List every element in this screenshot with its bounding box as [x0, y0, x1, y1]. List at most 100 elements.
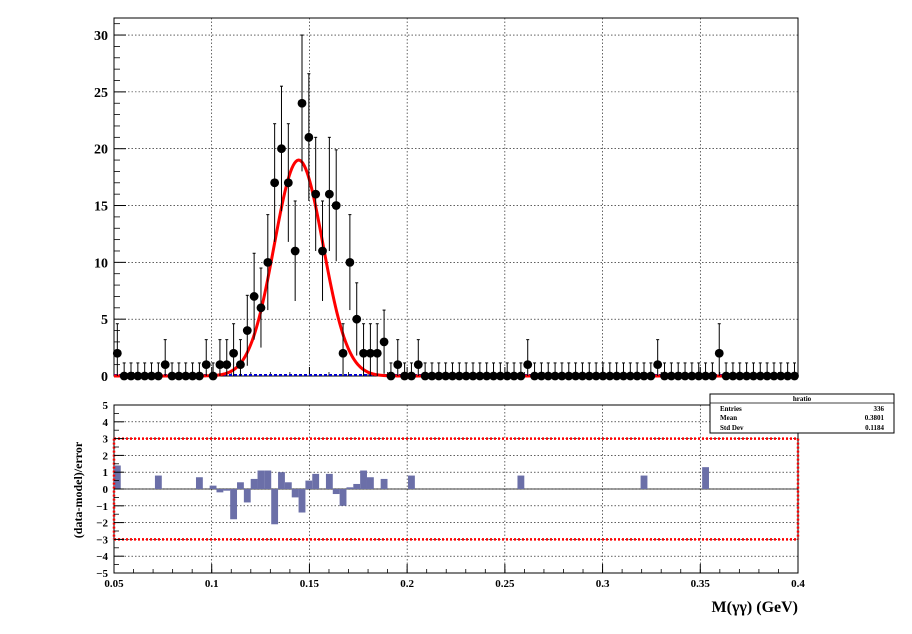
data-point — [619, 371, 628, 381]
stats-title: hratio — [793, 395, 812, 403]
data-point — [140, 371, 150, 381]
y-tick-label: −2 — [96, 518, 108, 530]
y-tick-label: 20 — [94, 143, 108, 158]
data-point — [338, 348, 348, 358]
residual-bar — [517, 475, 525, 489]
data-point — [359, 348, 368, 358]
fit-gridlines — [114, 18, 798, 376]
residual-axes: 0.05 0.1 0.15 0.2 0.25 0.3 0.35 0.4 5 4 3 2 1 0 −1 −2 −3… — [96, 400, 805, 590]
data-point — [174, 371, 184, 381]
residual-bar — [291, 489, 299, 498]
data-point — [557, 371, 567, 381]
data-point — [632, 371, 642, 381]
data-point — [242, 326, 252, 335]
data-point — [434, 371, 444, 381]
y-tick-label: −3 — [96, 534, 108, 546]
data-point — [283, 178, 293, 188]
x-tick-label: 0.1 — [205, 578, 219, 590]
data-point — [407, 371, 416, 381]
residual-bar — [312, 473, 320, 489]
data-point — [345, 257, 355, 267]
data-point — [119, 371, 129, 381]
data-point — [728, 371, 738, 381]
data-point — [591, 371, 601, 381]
data-point — [331, 201, 341, 210]
residual-bar — [640, 475, 648, 489]
y-tick-label: −1 — [96, 501, 108, 513]
data-point — [625, 371, 635, 381]
data-point — [694, 371, 704, 381]
y-tick-label: 1 — [103, 467, 109, 479]
y-axis-title: (data-model)/error — [71, 441, 85, 538]
data-point — [311, 189, 321, 199]
data-point — [680, 371, 690, 381]
data-point — [222, 360, 232, 370]
residual-bar — [353, 483, 361, 489]
data-point — [297, 98, 307, 108]
data-point — [468, 371, 478, 381]
residual-bars — [113, 465, 709, 525]
data-point — [386, 371, 396, 381]
data-point — [147, 371, 156, 381]
residual-bar — [271, 489, 279, 525]
data-point — [441, 371, 451, 381]
data-point — [256, 303, 266, 313]
residual-bar — [284, 482, 292, 489]
data-point — [366, 348, 375, 358]
y-tick-label: 5 — [103, 400, 109, 412]
data-point — [742, 371, 752, 381]
stats-frame — [709, 393, 895, 434]
data-point — [420, 371, 430, 381]
data-point — [160, 360, 170, 370]
data-point — [735, 371, 745, 381]
y-tick-label: 4 — [103, 417, 109, 429]
data-point — [461, 371, 471, 381]
data-point — [605, 371, 615, 381]
data-point — [482, 371, 492, 381]
data-point — [413, 360, 423, 370]
residual-bar — [325, 473, 333, 489]
y-tick-label: 15 — [94, 200, 108, 215]
residual-bar — [702, 467, 709, 489]
data-point — [167, 371, 177, 381]
stats-entries-value: 336 — [874, 405, 885, 413]
residual-bar — [195, 477, 203, 489]
data-point — [550, 371, 560, 381]
data-point — [229, 348, 239, 358]
data-point — [126, 371, 136, 381]
data-point — [509, 371, 519, 381]
data-point — [516, 371, 526, 381]
y-tick-label: −4 — [96, 551, 108, 563]
data-point — [270, 178, 280, 188]
data-point — [352, 314, 362, 324]
residual-bar — [305, 480, 313, 489]
data-point — [290, 246, 300, 256]
y-tick-label: 25 — [94, 86, 108, 101]
x-axis-title: M(γγ) (GeV) — [712, 599, 798, 616]
data-point — [673, 371, 683, 381]
residual-bar — [257, 470, 265, 489]
data-point — [454, 371, 464, 381]
data-point — [324, 189, 334, 199]
residual-bar — [408, 475, 415, 489]
residual-bar — [230, 489, 238, 520]
data-point — [188, 371, 197, 381]
data-points — [112, 34, 799, 381]
y-tick-label: −5 — [96, 568, 108, 580]
data-point — [475, 371, 485, 381]
residual-bar — [360, 470, 367, 489]
data-point — [379, 337, 389, 347]
data-point — [153, 371, 163, 381]
data-point — [201, 360, 211, 370]
residual-bar — [346, 487, 354, 489]
residual-bar — [113, 465, 121, 489]
fit-panel: 0 5 10 15 20 25 30 — [94, 17, 799, 385]
data-point — [762, 371, 772, 381]
data-point — [277, 144, 286, 154]
residual-panel: 0.05 0.1 0.15 0.2 0.25 0.3 0.35 0.4 5 4 3 2 1 0 −1 −2 −3… — [71, 393, 895, 616]
data-point — [208, 371, 218, 381]
stats-mean-label: Mean — [720, 414, 737, 422]
y-tick-label: 5 — [101, 313, 108, 328]
data-point — [790, 371, 799, 381]
